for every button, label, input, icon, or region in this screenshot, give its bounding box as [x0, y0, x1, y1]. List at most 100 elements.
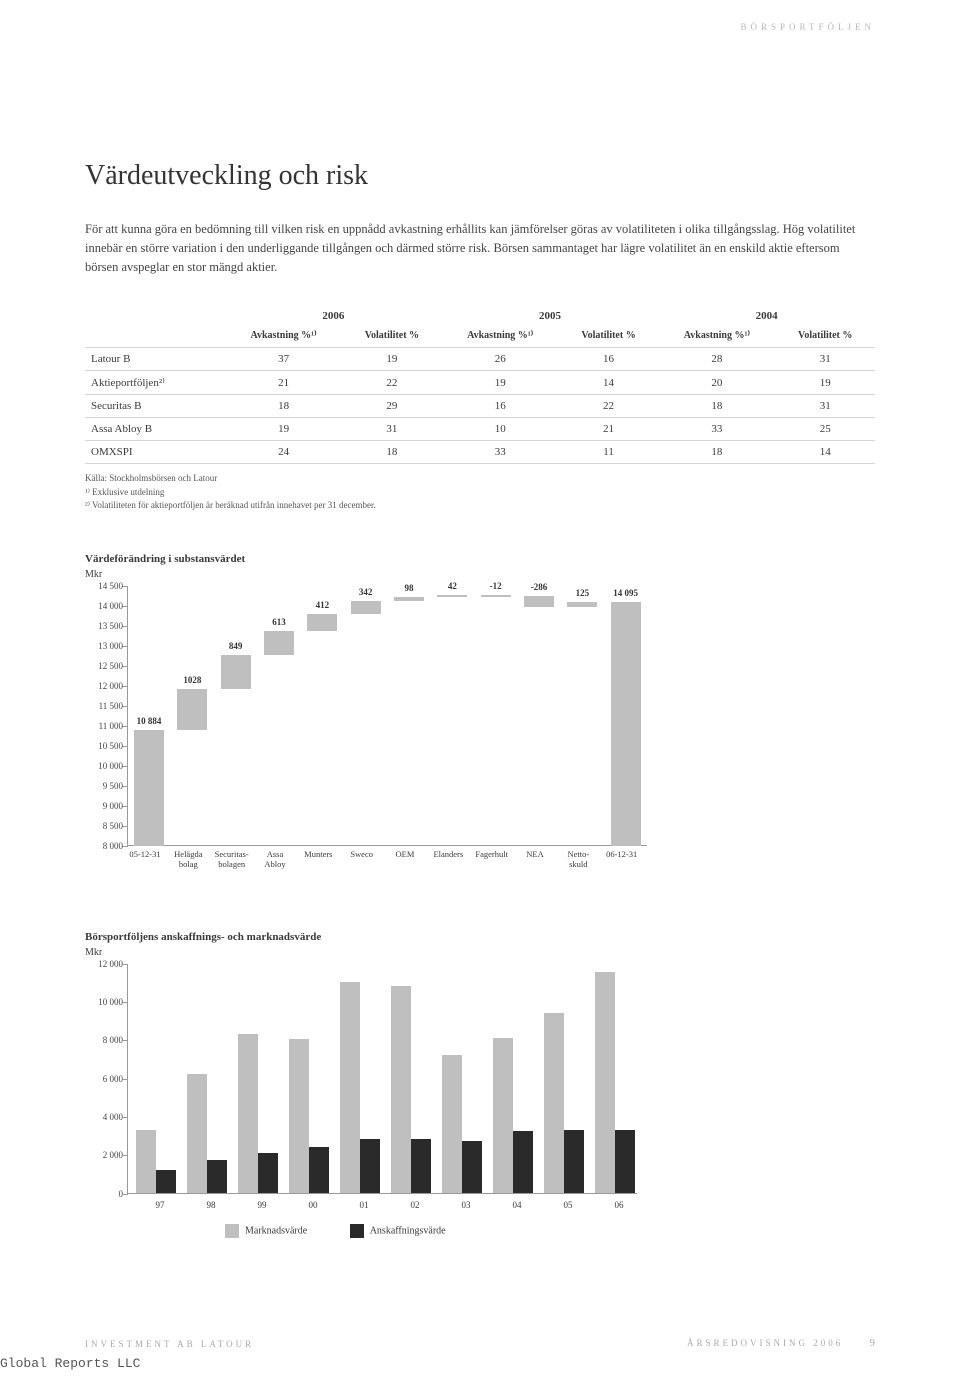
- chart2-legend: Marknadsvärde Anskaffningsvärde: [225, 1224, 486, 1238]
- x-axis-label: 05-12-31: [124, 849, 166, 859]
- bar-value-label: 342: [346, 587, 386, 597]
- acq-bar: [462, 1141, 482, 1193]
- acq-bar: [615, 1130, 635, 1193]
- x-axis-label: Netto-skuld: [557, 849, 599, 869]
- row-value: 22: [342, 371, 442, 395]
- y-axis-label: 12 000: [98, 959, 123, 969]
- bar-value-label: 14 095: [606, 588, 646, 598]
- row-name: Aktieportföljen²⁾: [85, 371, 225, 395]
- row-name: Latour B: [85, 348, 225, 371]
- x-axis-label: Fagerhult: [471, 849, 513, 859]
- x-axis-label: 99: [242, 1200, 282, 1210]
- page-number: 9: [870, 1337, 876, 1349]
- row-value: 18: [658, 395, 775, 418]
- x-axis-label: AssaAbloy: [254, 849, 296, 869]
- row-value: 31: [775, 395, 875, 418]
- table-row: Assa Abloy B193110213325: [85, 418, 875, 441]
- x-axis-label: Sweco: [341, 849, 383, 859]
- y-axis-label: 4 000: [103, 1112, 123, 1122]
- table-row: Securitas B182916221831: [85, 395, 875, 418]
- x-axis-label: 01: [344, 1200, 384, 1210]
- row-value: 19: [775, 371, 875, 395]
- bar-value-label: 1028: [172, 675, 212, 685]
- y-axis-label: 12 500: [98, 661, 123, 671]
- bar-value-label: 42: [432, 581, 472, 591]
- y-axis-label: 11 500: [99, 701, 123, 711]
- waterfall-bar: [524, 596, 554, 607]
- x-axis-label: 02: [395, 1200, 435, 1210]
- x-axis-label: OEM: [384, 849, 426, 859]
- row-value: 21: [225, 371, 342, 395]
- acq-bar: [258, 1153, 278, 1193]
- waterfall-bar: [394, 597, 424, 601]
- legend-acq: Anskaffningsvärde: [370, 1225, 446, 1236]
- market-bar: [442, 1055, 462, 1193]
- y-axis-label: 6 000: [103, 1074, 123, 1084]
- x-axis-label: Securitas-bolagen: [211, 849, 253, 869]
- footer-right: ÅRSREDOVISNING 2006 9: [687, 1337, 875, 1349]
- col-vol-04: Volatilitet %: [775, 326, 875, 348]
- waterfall-bar: [351, 601, 381, 615]
- waterfall-bar: [481, 595, 511, 597]
- x-axis-label: Helägdabolag: [167, 849, 209, 869]
- acq-bar: [411, 1139, 431, 1193]
- y-axis-label: 14 500: [98, 581, 123, 591]
- y-axis-label: 10 000: [98, 997, 123, 1007]
- row-value: 20: [658, 371, 775, 395]
- market-bar: [340, 982, 360, 1193]
- row-value: 24: [225, 441, 342, 464]
- row-value: 29: [342, 395, 442, 418]
- year-2004: 2004: [658, 306, 875, 326]
- waterfall-bar: [134, 730, 164, 845]
- chart1-title: Värdeförändring i substansvärdet: [85, 553, 875, 565]
- x-axis-label: 98: [191, 1200, 231, 1210]
- row-value: 31: [342, 418, 442, 441]
- row-value: 25: [775, 418, 875, 441]
- row-value: 19: [342, 348, 442, 371]
- y-axis-label: 8 500: [103, 821, 123, 831]
- waterfall-bar: [221, 655, 251, 689]
- bar-value-label: 98: [389, 583, 429, 593]
- waterfall-bar: [567, 602, 597, 607]
- page-title: Värdeutveckling och risk: [85, 160, 875, 192]
- table-fn1: ¹⁾ Exklusive utdelning: [85, 486, 875, 500]
- y-axis-label: 13 500: [98, 621, 123, 631]
- x-axis-label: 05: [548, 1200, 588, 1210]
- row-value: 14: [559, 371, 659, 395]
- legend-market: Marknadsvärde: [245, 1225, 307, 1236]
- y-axis-label: 8 000: [103, 841, 123, 851]
- col-vol-06: Volatilitet %: [342, 326, 442, 348]
- y-axis-label: 11 000: [99, 721, 123, 731]
- table-row: OMXSPI241833111814: [85, 441, 875, 464]
- row-value: 10: [442, 418, 559, 441]
- market-bar: [493, 1038, 513, 1193]
- row-value: 11: [559, 441, 659, 464]
- row-value: 33: [658, 418, 775, 441]
- y-axis-label: 10 500: [98, 741, 123, 751]
- year-2006: 2006: [225, 306, 442, 326]
- row-value: 22: [559, 395, 659, 418]
- year-2005: 2005: [442, 306, 659, 326]
- table-source: Källa: Stockholmsbörsen och Latour: [85, 472, 875, 486]
- x-axis-label: NEA: [514, 849, 556, 859]
- bar-value-label: 125: [562, 588, 602, 598]
- y-axis-label: 8 000: [103, 1035, 123, 1045]
- x-axis-label: 06-12-31: [601, 849, 643, 859]
- y-axis-label: 9 500: [103, 781, 123, 791]
- row-value: 26: [442, 348, 559, 371]
- market-bar: [238, 1034, 258, 1193]
- waterfall-bar: [177, 689, 207, 730]
- row-value: 16: [442, 395, 559, 418]
- market-bar: [289, 1039, 309, 1192]
- row-value: 33: [442, 441, 559, 464]
- col-avk-06: Avkastning %¹⁾: [225, 326, 342, 348]
- row-value: 21: [559, 418, 659, 441]
- x-axis-label: 97: [140, 1200, 180, 1210]
- grouped-bar-chart: Marknadsvärde Anskaffningsvärde 02 0004 …: [85, 964, 645, 1244]
- bar-value-label: 412: [302, 600, 342, 610]
- table-row: Latour B371926162831: [85, 348, 875, 371]
- table-row: Aktieportföljen²⁾212219142019: [85, 371, 875, 395]
- global-reports-label: Global Reports LLC: [0, 1356, 140, 1371]
- row-name: OMXSPI: [85, 441, 225, 464]
- bar-value-label: 849: [216, 641, 256, 651]
